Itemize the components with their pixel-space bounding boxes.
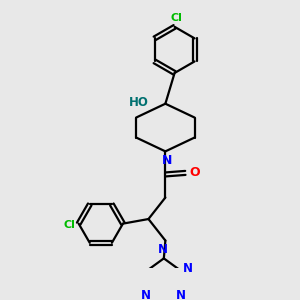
Text: Cl: Cl bbox=[170, 13, 182, 23]
Text: HO: HO bbox=[129, 96, 148, 109]
Text: N: N bbox=[162, 154, 172, 167]
Text: N: N bbox=[141, 289, 152, 300]
Text: Cl: Cl bbox=[64, 220, 76, 230]
Text: N: N bbox=[176, 289, 186, 300]
Text: N: N bbox=[183, 262, 193, 275]
Text: N: N bbox=[158, 243, 168, 256]
Text: O: O bbox=[190, 167, 200, 179]
